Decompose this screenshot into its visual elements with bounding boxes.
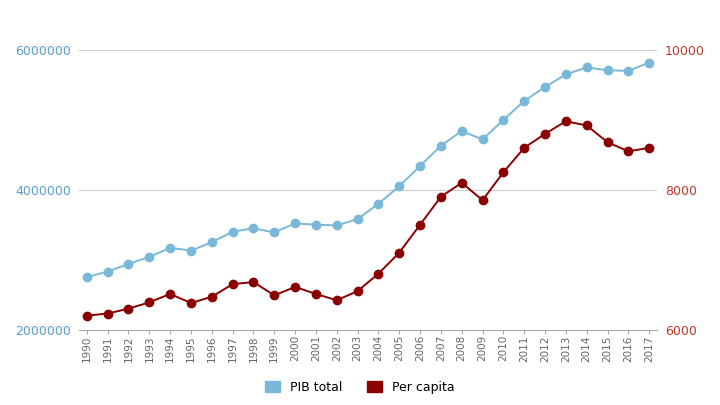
PIB total: [124, 262, 132, 266]
Per capita: [207, 294, 216, 299]
PIB total: [186, 248, 195, 253]
PIB total: [207, 240, 216, 245]
Per capita: [395, 250, 403, 255]
PIB total: [166, 245, 174, 250]
Per capita: [312, 292, 320, 296]
Per capita: [270, 293, 279, 298]
Per capita: [520, 145, 528, 150]
Per capita: [582, 123, 591, 128]
Line: Per capita: Per capita: [83, 117, 653, 320]
PIB total: [249, 226, 258, 231]
PIB total: [541, 85, 549, 90]
PIB total: [499, 117, 508, 122]
Per capita: [436, 194, 445, 199]
Per capita: [374, 271, 383, 276]
PIB total: [415, 164, 424, 168]
Per capita: [541, 131, 549, 136]
PIB total: [228, 229, 237, 234]
PIB total: [145, 254, 153, 259]
PIB total: [457, 129, 466, 134]
Per capita: [228, 282, 237, 287]
PIB total: [312, 222, 320, 227]
PIB total: [270, 230, 279, 235]
PIB total: [645, 60, 654, 65]
Per capita: [333, 298, 341, 303]
Per capita: [249, 279, 258, 284]
Per capita: [354, 289, 362, 294]
PIB total: [374, 201, 383, 206]
Per capita: [624, 149, 633, 154]
Per capita: [166, 292, 174, 296]
PIB total: [603, 68, 612, 72]
Per capita: [291, 285, 300, 290]
Per capita: [124, 306, 132, 311]
Per capita: [104, 311, 112, 316]
PIB total: [354, 217, 362, 222]
PIB total: [562, 72, 570, 77]
PIB total: [104, 269, 112, 274]
PIB total: [291, 221, 300, 226]
Per capita: [499, 170, 508, 175]
PIB total: [333, 223, 341, 228]
PIB total: [624, 68, 633, 73]
Per capita: [145, 300, 153, 305]
Per capita: [83, 313, 91, 318]
Per capita: [186, 301, 195, 305]
PIB total: [395, 184, 403, 189]
Line: PIB total: PIB total: [83, 58, 653, 281]
Per capita: [603, 140, 612, 145]
Per capita: [562, 119, 570, 124]
PIB total: [83, 275, 91, 279]
Per capita: [645, 145, 654, 150]
PIB total: [582, 65, 591, 70]
PIB total: [520, 98, 528, 103]
Per capita: [478, 198, 487, 202]
Per capita: [457, 180, 466, 185]
Legend: PIB total, Per capita: PIB total, Per capita: [260, 376, 460, 399]
PIB total: [478, 137, 487, 142]
PIB total: [436, 143, 445, 148]
Per capita: [415, 222, 424, 227]
